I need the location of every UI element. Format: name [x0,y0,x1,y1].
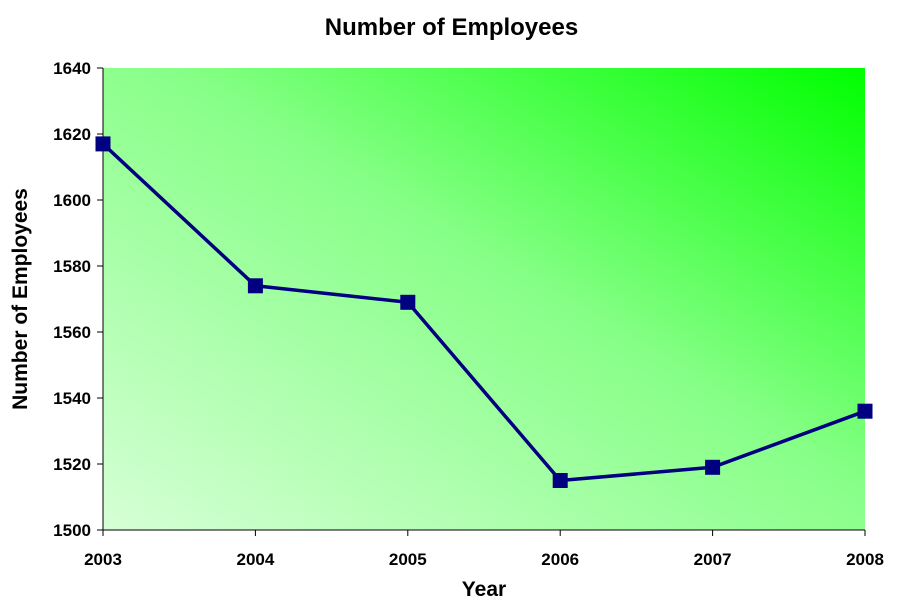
data-point-2004 [247,278,263,294]
plot-area [103,68,865,530]
x-tick-label: 2007 [694,550,732,569]
x-tick-label: 2003 [84,550,122,569]
chart-title: Number of Employees [324,14,579,41]
data-point-2007 [705,459,721,475]
y-tick-label: 1560 [53,323,91,342]
y-tick-label: 1600 [53,191,91,210]
x-tick-label: 2006 [541,550,579,569]
y-tick-label: 1520 [53,455,91,474]
data-point-2008 [857,403,873,419]
y-tick-label: 1620 [53,125,91,144]
x-tick-label: 2005 [389,550,427,569]
y-tick-label: 1580 [53,257,91,276]
x-tick-label: 2004 [236,550,274,569]
series-line [101,142,866,483]
y-tick-label: 1640 [53,59,91,78]
data-point-2006 [552,473,568,488]
y-axis-title: Number of Employees [9,188,32,410]
data-point-2003 [95,136,111,152]
y-tick-label: 1540 [53,389,91,408]
data-point-2005 [400,294,416,310]
y-tick-label: 1500 [53,521,91,540]
x-tick-label: 2008 [846,550,884,569]
x-axis-title: Year [462,578,506,601]
